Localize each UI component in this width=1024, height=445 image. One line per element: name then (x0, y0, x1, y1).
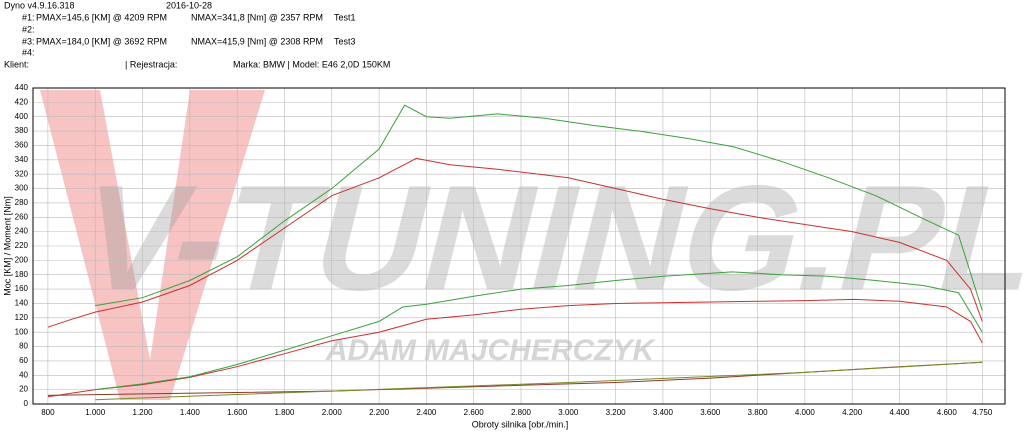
line (47, 157, 983, 328)
plot-area (32, 87, 1006, 405)
watermark: V-TUNING.PL (65, 155, 1024, 322)
y-tick-label: 180 (15, 270, 29, 279)
x-tick-label: 800 (41, 408, 55, 417)
y-tick-label: 260 (15, 212, 29, 221)
watermark-sub: ADAM MAJCHERCZYK (325, 334, 657, 367)
x-tick-label: 4.200 (842, 408, 863, 417)
nmax: NMAX=415,9 [Nm] @ 2308 RPM (191, 36, 323, 46)
row-id: #1: (22, 12, 35, 22)
x-axis-label: Obroty silnika [obr./min.] (472, 419, 569, 429)
x-tick-label: 3.200 (606, 408, 627, 417)
y-tick-label: 340 (15, 155, 29, 164)
y-tick-label: 240 (15, 227, 29, 236)
row-id: #4: (22, 47, 35, 57)
x-tick-label: 4.750 (972, 408, 993, 417)
x-tick-label: 1.400 (180, 408, 201, 417)
x-tick-label: 3.400 (653, 408, 674, 417)
row-id: #2: (22, 24, 35, 34)
y-tick-label: 320 (15, 169, 29, 178)
pmax: PMAX=145,6 [KM] @ 4209 RPM (36, 12, 167, 22)
x-tick-label: 1.200 (133, 408, 154, 417)
test-name: Test1 (334, 12, 356, 22)
x-tick-label: 2.400 (416, 408, 437, 417)
y-tick-label: 40 (19, 370, 28, 379)
y-tick-label: 160 (15, 284, 29, 293)
y-axis-label: Moc [KM] / Moment [Nm] (2, 196, 12, 296)
x-tick-label: 1.600 (227, 408, 248, 417)
x-tick-label: 4.000 (795, 408, 816, 417)
nmax: NMAX=341,8 [Nm] @ 2357 RPM (191, 12, 323, 22)
y-tick-label: 300 (15, 184, 29, 193)
line (95, 361, 983, 401)
x-tick-label: 4.600 (937, 408, 958, 417)
x-tick-label: 2.800 (511, 408, 532, 417)
registration: | Rejestracja: (125, 59, 177, 69)
app-version: Dyno v4.9.16.318 (4, 0, 75, 10)
test-name: Test3 (334, 36, 356, 46)
x-tick-label: 4.400 (889, 408, 910, 417)
x-tick-label: 3.000 (558, 408, 579, 417)
y-tick-label: 0 (24, 399, 29, 408)
x-tick-label: 2.200 (369, 408, 390, 417)
line (47, 298, 983, 398)
row-id: #3: (22, 36, 35, 46)
y-tick-label: 80 (19, 342, 28, 351)
logo-shape (40, 90, 265, 400)
y-tick-label: 280 (15, 198, 29, 207)
x-tick-label: 3.600 (700, 408, 721, 417)
y-tick-label: 420 (15, 97, 29, 106)
y-tick-label: 200 (15, 255, 29, 264)
x-tick-label: 3.800 (748, 408, 769, 417)
y-tick-label: 220 (15, 241, 29, 250)
client: Klient: (4, 59, 29, 69)
y-tick-label: 120 (15, 313, 29, 322)
y-tick-label: 400 (15, 112, 29, 121)
y-tick-label: 100 (15, 327, 29, 336)
date: 2016-10-28 (166, 0, 212, 10)
vehicle: Marka: BMW | Model: E46 2,0D 150KM (233, 59, 390, 69)
line (47, 361, 983, 396)
y-tick-label: 140 (15, 299, 29, 308)
pmax: PMAX=184,0 [KM] @ 3692 RPM (36, 36, 167, 46)
x-tick-label: 1.000 (85, 408, 106, 417)
y-tick-label: 60 (19, 356, 28, 365)
y-tick-label: 440 (15, 83, 29, 92)
x-tick-label: 1.800 (274, 408, 295, 417)
y-tick-label: 360 (15, 141, 29, 150)
y-tick-label: 20 (19, 385, 28, 394)
y-tick-label: 380 (15, 126, 29, 135)
x-tick-label: 2.000 (322, 408, 343, 417)
x-tick-label: 2.600 (464, 408, 485, 417)
line (95, 104, 983, 311)
line (95, 271, 983, 391)
